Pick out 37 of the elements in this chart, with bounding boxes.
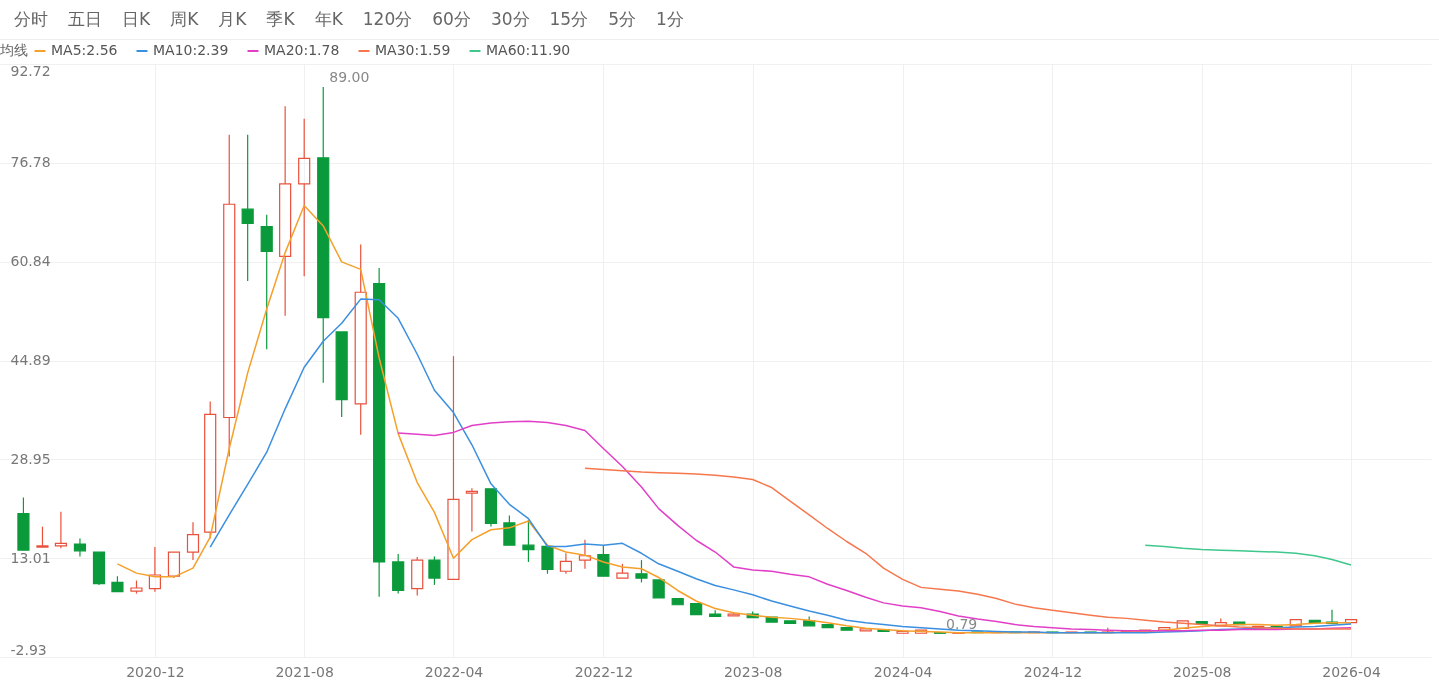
text: 周K: [170, 8, 199, 31]
text: 季K: [266, 8, 295, 31]
legend-label: MA60:11.90: [486, 42, 571, 58]
y-tick-label: 44.89: [10, 352, 51, 369]
text: 日K: [122, 8, 151, 31]
y-tick-label: 28.95: [10, 450, 51, 467]
text: 月K: [218, 8, 247, 31]
legend-title: 均线: [0, 42, 28, 58]
annotation: 89.00: [329, 69, 370, 86]
legend-label: MA10:2.39: [153, 42, 229, 58]
text: 分时: [14, 8, 48, 31]
x-tick-label: 2020-12: [126, 663, 185, 680]
annotation: 0.79: [946, 615, 978, 632]
text: 5分: [608, 8, 636, 31]
text: 15分: [549, 8, 589, 31]
x-tick-label: 2024-04: [873, 663, 933, 680]
x-tick-label: 2025-08: [1173, 663, 1232, 680]
x-tick-label: 2022-04: [424, 663, 484, 680]
y-tick-label: 92.72: [10, 62, 51, 79]
y-tick-label: -2.93: [10, 641, 47, 658]
x-tick-label: 2026-04: [1322, 663, 1381, 680]
text: 120分: [362, 8, 413, 31]
legend-label: MA20:1.78: [264, 42, 340, 58]
x-tick-label: 2023-08: [723, 663, 783, 680]
text: 五日: [68, 8, 102, 31]
x-tick-label: 2022-12: [574, 663, 634, 680]
y-tick-label: 13.01: [10, 549, 51, 566]
x-tick-label: 2024-12: [1023, 663, 1083, 680]
text: 30分: [490, 8, 530, 31]
text: 年K: [314, 8, 343, 31]
x-tick-label: 2021-08: [275, 663, 334, 680]
legend-label: MA30:1.59: [375, 42, 451, 58]
y-tick-label: 60.84: [10, 253, 51, 270]
text: 1分: [655, 8, 684, 31]
text: 60分: [432, 8, 471, 31]
y-tick-label: 76.78: [10, 154, 51, 171]
legend-label: MA5:2.56: [51, 42, 118, 58]
